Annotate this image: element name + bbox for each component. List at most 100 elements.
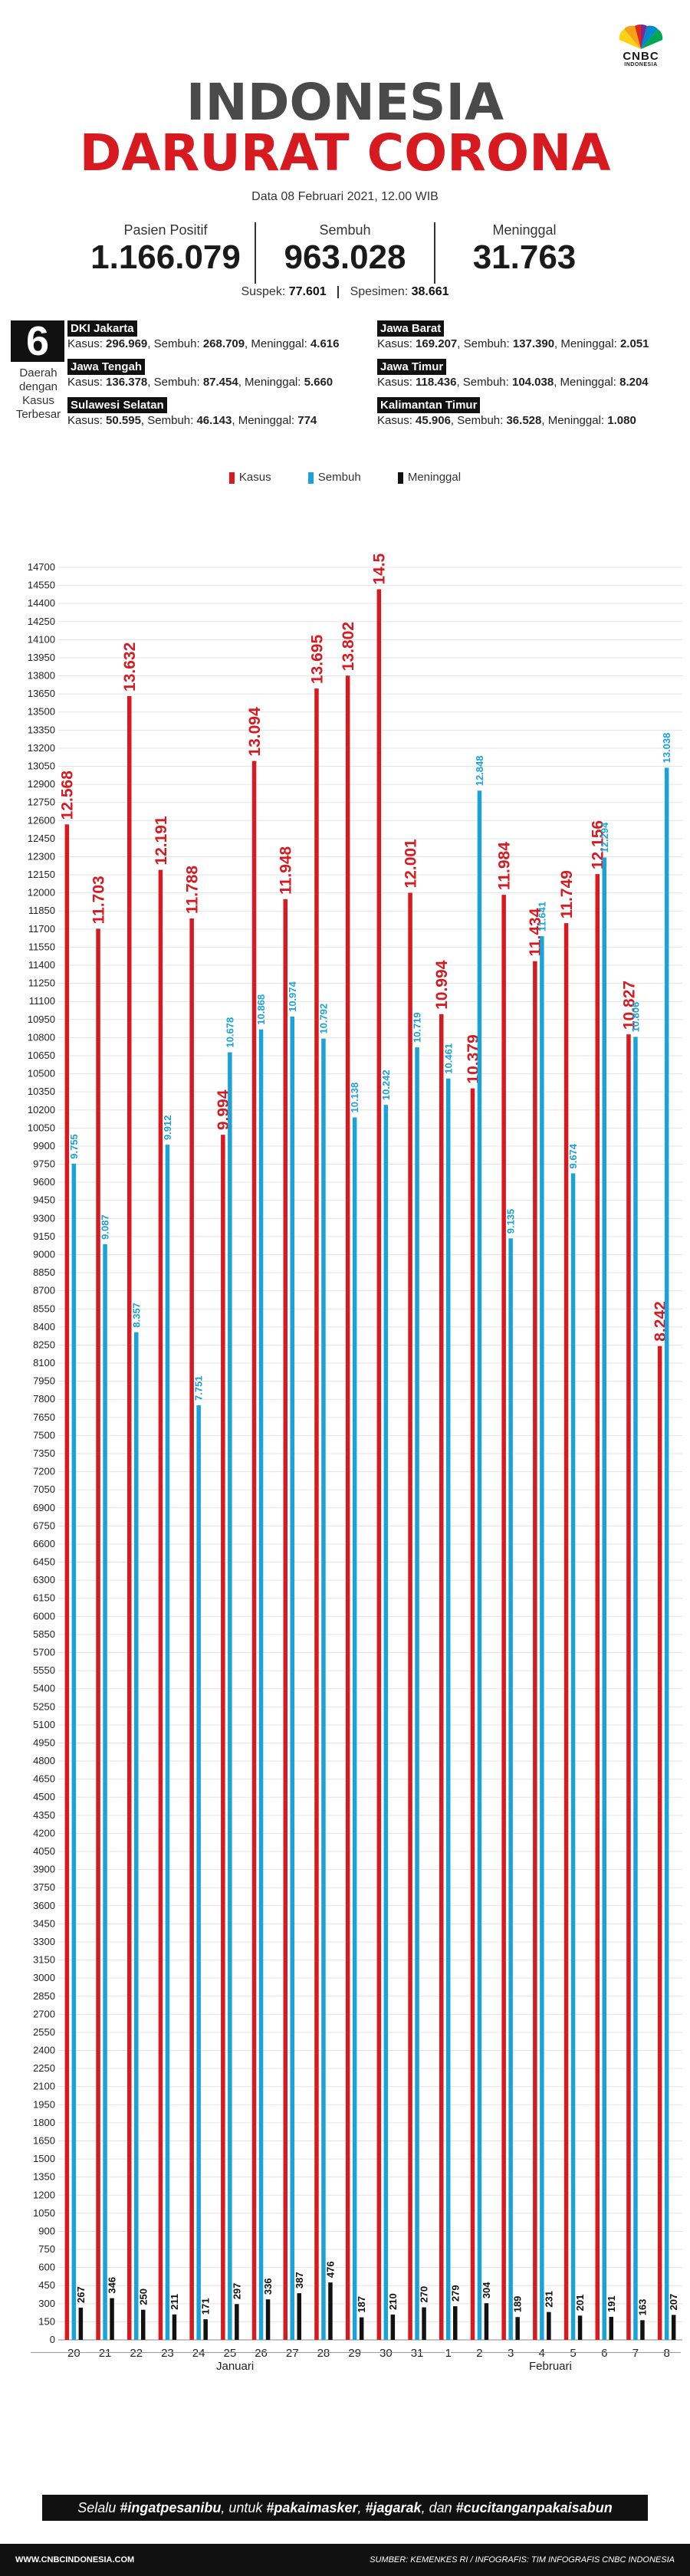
y-tick-label: 10950 — [28, 1014, 55, 1025]
y-tick-label: 12300 — [28, 850, 55, 862]
bar-kasus — [127, 695, 132, 2340]
y-tick-label: 9450 — [33, 1194, 55, 1206]
bar-sembuh — [196, 1405, 201, 2340]
hashtag: #jagarak — [365, 2500, 422, 2515]
hashtag: #cucitanganpakaisabun — [455, 2500, 613, 2515]
data-label-kasus: 12.156 — [590, 820, 607, 869]
y-tick-label: 14400 — [28, 597, 55, 609]
data-label-sembuh: 10.678 — [224, 1017, 235, 1048]
data-label-kasus: 13.802 — [340, 622, 357, 671]
y-tick-label: 9900 — [33, 1140, 55, 1152]
y-tick-label: 7350 — [33, 1447, 55, 1459]
y-tick-label: 6450 — [33, 1556, 55, 1568]
x-tick-label: 8 — [663, 2347, 669, 2360]
data-label-sembuh: 10.242 — [380, 1070, 392, 1100]
regions-count-badge: 6 — [11, 320, 64, 362]
bar-meninggal — [484, 2303, 489, 2340]
region-values: Kasus: 50.595, Sembuh: 46.143, Meninggal… — [67, 414, 317, 427]
suspek-label: Suspek — [241, 285, 282, 298]
data-label-kasus: 11.749 — [558, 870, 576, 918]
data-label-meninggal: 201 — [574, 2295, 586, 2312]
data-label-sembuh: 7.751 — [193, 1375, 205, 1401]
legend-label: Kasus — [238, 471, 271, 484]
region-name: DKI Jakarta — [67, 320, 137, 337]
y-tick-label: 6750 — [33, 1520, 55, 1531]
y-tick-label: 10050 — [28, 1122, 55, 1133]
data-label-meninggal: 163 — [637, 2299, 649, 2316]
daily-cases-chart: 0 150 300 450 600 750 900 1050 1200 1350 1500 1650 1… — [28, 554, 682, 2360]
bar-sembuh — [415, 1047, 419, 2340]
y-tick-label: 8100 — [33, 1357, 55, 1368]
bar-sembuh — [477, 790, 482, 2340]
peacock-icon — [619, 24, 663, 49]
data-label-kasus: 11.703 — [90, 876, 107, 924]
y-tick-label: 13050 — [28, 761, 55, 772]
x-tick-label: 1 — [445, 2347, 452, 2360]
y-tick-label: 1350 — [33, 2171, 55, 2183]
region-values: Kasus: 45.906, Sembuh: 36.528, Meninggal… — [377, 414, 636, 427]
bar-meninggal — [265, 2299, 271, 2340]
bar-meninggal — [390, 2314, 396, 2340]
banner-text: , dan — [421, 2500, 456, 2515]
y-tick-label: 5100 — [33, 1719, 55, 1730]
footer-website-link[interactable]: WWW.CNBCINDONESIA.COM — [15, 2555, 135, 2564]
data-label-kasus: 12.191 — [153, 816, 170, 866]
bar-sembuh — [321, 1038, 326, 2340]
cnbc-logo: CNBC INDONESIA — [606, 23, 676, 67]
bar-meninggal — [453, 2306, 458, 2340]
data-label-meninggal: 304 — [481, 2282, 492, 2298]
y-tick-label: 1800 — [33, 2117, 55, 2128]
region-name: Jawa Timur — [377, 359, 447, 375]
data-label-meninggal: 267 — [75, 2286, 87, 2303]
y-tick-label: 2700 — [33, 2008, 55, 2019]
region-item: Sulawesi Selatan Kasus: 50.595, Sembuh: 4… — [67, 397, 317, 428]
y-tick-label: 14700 — [28, 561, 55, 573]
dateline: Data 08 Februari 2021, 12.00 WIB — [251, 190, 439, 203]
bar-kasus — [158, 869, 163, 2340]
y-tick-label: 12450 — [28, 833, 55, 844]
bar-kasus — [345, 675, 350, 2341]
y-tick-label: 8700 — [33, 1285, 55, 1296]
bar-sembuh — [664, 767, 669, 2341]
hashtag: #ingatpesanibu — [120, 2500, 222, 2515]
y-tick-label: 7800 — [33, 1393, 55, 1405]
y-tick-label: 300 — [38, 2298, 55, 2309]
y-tick-label: 4800 — [33, 1755, 55, 1766]
y-tick-label: 9150 — [33, 1230, 55, 1242]
data-label-meninggal: 207 — [668, 2294, 679, 2311]
stat-value: 963.028 — [284, 238, 406, 276]
x-tick-label: 31 — [411, 2347, 424, 2360]
y-tick-label: 4500 — [33, 1791, 55, 1802]
bar-kasus — [376, 589, 382, 2340]
hashtag: #pakaimasker — [266, 2500, 358, 2515]
x-tick-label: 5 — [570, 2347, 576, 2360]
y-tick-label: 13200 — [28, 742, 55, 754]
data-label-meninggal: 187 — [356, 2296, 367, 2313]
legend-item-sembuh: Sembuh — [307, 471, 361, 484]
month-divider — [31, 2352, 445, 2353]
y-tick-label: 13650 — [28, 688, 55, 699]
region-values: Kasus: 136.378, Sembuh: 87.454, Meningga… — [67, 376, 334, 389]
legend-label: Sembuh — [317, 471, 361, 484]
data-label-meninggal: 189 — [512, 2296, 524, 2313]
data-label-meninggal: 171 — [200, 2298, 212, 2315]
page-title-line2: DARURAT CORONA — [79, 123, 611, 182]
health-message-banner: Selalu #ingatpesanibu, untuk #pakaimaske… — [42, 2495, 648, 2521]
footer: WWW.CNBCINDONESIA.COM SUMBER: KEMENKES R… — [0, 2544, 690, 2576]
bar-kasus — [439, 1014, 444, 2340]
data-label-meninggal: 297 — [231, 2283, 242, 2300]
bar-sembuh — [383, 1105, 389, 2340]
data-label-sembuh: 12.848 — [474, 756, 485, 787]
bar-kasus — [251, 761, 257, 2341]
y-tick-label: 9000 — [33, 1248, 55, 1260]
y-tick-label: 7650 — [33, 1411, 55, 1423]
region-values: Kasus: 296.969, Sembuh: 268.709, Meningg… — [67, 337, 340, 350]
month-label-februari: Februari — [529, 2360, 572, 2373]
y-tick-label: 2100 — [33, 2081, 55, 2092]
region-item: DKI Jakarta Kasus: 296.969, Sembuh: 268.7… — [67, 320, 339, 351]
data-label-meninggal: 270 — [419, 2286, 430, 2303]
data-label-sembuh: 13.038 — [661, 733, 672, 764]
bar-meninggal — [640, 2320, 645, 2340]
stat-label: Pasien Positif — [123, 222, 208, 238]
y-tick-label: 4350 — [33, 1809, 55, 1821]
